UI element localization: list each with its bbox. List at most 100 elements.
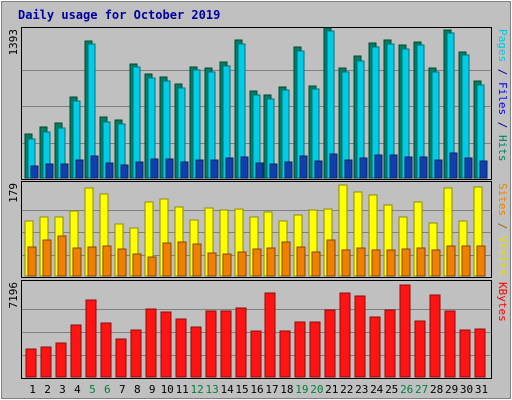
bar-pages-day-19 — [299, 155, 308, 179]
bar-pages-day-21 — [329, 153, 338, 179]
bar-pages-day-9 — [150, 158, 159, 179]
side-label-part: KBytes — [496, 282, 509, 322]
x-tick-label: 11 — [176, 383, 189, 396]
bar-sites-day-6 — [102, 245, 112, 277]
chart-title: Daily usage for October 2019 — [18, 8, 220, 22]
bar-sites-day-19 — [296, 246, 306, 277]
bar-pages-day-13 — [210, 159, 219, 179]
bar-pages-day-31 — [479, 160, 488, 179]
bar-sites-day-2 — [42, 239, 52, 277]
bar-sites-day-12 — [192, 243, 202, 277]
x-tick-label: 9 — [149, 383, 156, 396]
bar-sites-day-31 — [476, 245, 486, 277]
bar-pages-day-2 — [45, 163, 54, 179]
bar-sites-day-22 — [341, 249, 351, 277]
bar-pages-day-27 — [419, 156, 428, 179]
x-tick-label: 4 — [74, 383, 81, 396]
x-tick-label: 25 — [385, 383, 398, 396]
bar-kbytes-day-27 — [414, 320, 426, 378]
bar-sites-day-1 — [27, 246, 37, 277]
bar-sites-day-9 — [147, 256, 157, 277]
side-label-part: / — [496, 115, 509, 135]
bar-kbytes-day-20 — [309, 321, 321, 378]
bar-kbytes-day-31 — [474, 328, 486, 378]
bar-kbytes-day-18 — [279, 330, 291, 378]
panel-middle-side-label: Sites / Visits — [496, 183, 509, 276]
bar-kbytes-day-15 — [235, 307, 247, 378]
bar-pages-day-5 — [90, 155, 99, 179]
bar-pages-day-18 — [284, 161, 293, 179]
x-tick-label: 30 — [460, 383, 473, 396]
bar-files-day-8 — [132, 66, 141, 179]
bar-sites-day-23 — [356, 247, 366, 277]
side-label-part: Hits — [496, 135, 509, 162]
bar-sites-day-3 — [57, 235, 67, 277]
bar-sites-day-5 — [87, 246, 97, 277]
x-tick-label: 18 — [280, 383, 293, 396]
bar-sites-day-14 — [222, 253, 232, 277]
side-label-part: / — [496, 62, 509, 82]
bar-kbytes-day-21 — [324, 309, 336, 378]
side-label-part: / — [496, 216, 509, 236]
bar-sites-day-11 — [177, 241, 187, 277]
bar-sites-day-16 — [252, 248, 262, 277]
bar-kbytes-day-17 — [264, 292, 276, 378]
bar-pages-day-14 — [225, 157, 234, 179]
bar-sites-day-21 — [326, 239, 336, 277]
x-axis-labels: 1 2 3 4 5 6 7 8 9 10 11 12 13 14 15 16 17 18 19 20 21 22 23 24 2… — [29, 383, 488, 396]
bar-kbytes-day-19 — [294, 321, 306, 378]
bar-pages-day-11 — [180, 161, 189, 179]
bar-kbytes-day-3 — [55, 342, 67, 378]
bar-kbytes-day-29 — [444, 310, 456, 378]
x-tick-label: 19 — [295, 383, 308, 396]
bar-pages-day-3 — [60, 163, 69, 179]
bar-kbytes-day-24 — [369, 316, 381, 378]
bar-kbytes-day-23 — [354, 295, 366, 378]
bar-pages-day-4 — [75, 159, 84, 179]
bar-kbytes-day-9 — [145, 308, 157, 378]
bar-sites-day-30 — [461, 245, 471, 277]
x-tick-label: 17 — [265, 383, 278, 396]
bar-sites-day-10 — [162, 242, 172, 277]
bar-pages-day-7 — [120, 164, 129, 179]
bar-sites-day-15 — [237, 251, 247, 277]
x-tick-label: 14 — [220, 383, 234, 396]
bar-kbytes-day-10 — [160, 311, 172, 378]
x-tick-label: 5 — [89, 383, 96, 396]
bar-sites-day-24 — [371, 249, 381, 277]
bar-pages-day-15 — [240, 156, 249, 179]
bar-kbytes-day-16 — [250, 330, 262, 378]
bar-kbytes-day-25 — [384, 309, 396, 378]
side-label-part: Pages — [496, 29, 509, 62]
bar-pages-day-6 — [105, 162, 114, 179]
x-tick-label: 12 — [190, 383, 203, 396]
side-label-part: Visits — [496, 236, 509, 276]
x-tick-label: 13 — [205, 383, 218, 396]
bar-kbytes-day-12 — [190, 326, 202, 378]
bar-pages-day-12 — [195, 159, 204, 179]
x-tick-label: 10 — [161, 383, 174, 396]
bar-sites-day-4 — [72, 247, 82, 277]
bar-sites-day-25 — [386, 249, 396, 277]
bar-sites-day-18 — [281, 241, 291, 277]
bar-sites-day-26 — [401, 248, 411, 277]
bar-pages-day-26 — [404, 156, 413, 179]
bar-pages-day-24 — [374, 154, 383, 179]
x-tick-label: 8 — [134, 383, 141, 396]
bar-kbytes-day-4 — [70, 324, 82, 378]
chart-panels: 1393 Pages / Files / Hits 179 Sites / Visit… — [7, 27, 509, 379]
x-tick-label: 31 — [475, 383, 488, 396]
bar-kbytes-day-2 — [40, 346, 52, 378]
panel-bottom-side-label: KBytes — [496, 282, 509, 322]
bar-pages-day-10 — [165, 158, 174, 179]
x-tick-label: 22 — [340, 383, 353, 396]
bar-kbytes-day-26 — [399, 284, 411, 378]
bar-pages-day-8 — [135, 161, 144, 179]
bar-sites-day-27 — [416, 247, 426, 277]
bar-sites-day-7 — [117, 248, 127, 277]
x-tick-label: 21 — [325, 383, 338, 396]
bar-pages-day-25 — [389, 154, 398, 179]
x-tick-label: 1 — [29, 383, 36, 396]
